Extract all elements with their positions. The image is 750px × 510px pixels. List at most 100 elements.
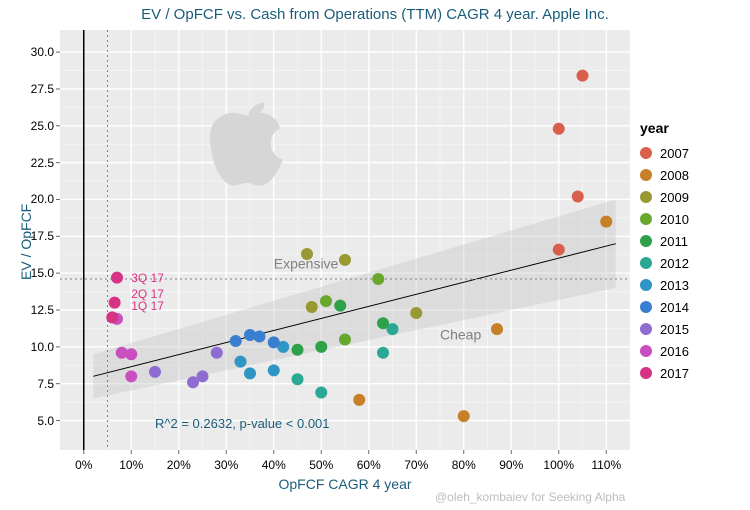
data-point <box>600 216 612 228</box>
data-point <box>553 244 565 256</box>
legend-dot <box>640 213 652 225</box>
data-point <box>106 311 118 323</box>
legend-dot <box>640 301 652 313</box>
data-point <box>491 323 503 335</box>
legend-item: 2015 <box>640 318 689 340</box>
legend-dot <box>640 257 652 269</box>
legend-label: 2013 <box>660 278 689 293</box>
point-label: 3Q 17 <box>131 271 164 285</box>
legend-item: 2014 <box>640 296 689 318</box>
data-point <box>339 333 351 345</box>
legend-dot <box>640 235 652 247</box>
data-point <box>572 191 584 203</box>
legend-dot <box>640 147 652 159</box>
x-tick-label: 60% <box>357 458 381 472</box>
y-tick-label: 17.5 <box>20 229 54 243</box>
legend-label: 2017 <box>660 366 689 381</box>
legend-title: year <box>640 120 689 136</box>
legend-label: 2012 <box>660 256 689 271</box>
annotation: R^2 = 0.2632, p-value < 0.001 <box>155 416 330 431</box>
x-tick-label: 80% <box>452 458 476 472</box>
y-tick-label: 20.0 <box>20 192 54 206</box>
data-point <box>235 356 247 368</box>
legend-dot <box>640 367 652 379</box>
y-tick-label: 5.0 <box>20 414 54 428</box>
data-point <box>315 387 327 399</box>
y-tick-label: 25.0 <box>20 119 54 133</box>
chart-svg: 1Q 172Q 173Q 17ExpensiveCheapR^2 = 0.263… <box>0 0 750 510</box>
legend-item: 2011 <box>640 230 689 252</box>
legend-label: 2011 <box>660 234 688 249</box>
x-tick-label: 30% <box>214 458 238 472</box>
legend-dot <box>640 345 652 357</box>
legend: year 2007 2008 2009 2010 2011 2012 2013 2014 201… <box>640 120 689 384</box>
figure: EV / OpFCF vs. Cash from Operations (TTM… <box>0 0 750 510</box>
legend-dot <box>640 169 652 181</box>
annotation: Expensive <box>274 256 339 272</box>
legend-item: 2017 <box>640 362 689 384</box>
y-tick-label: 30.0 <box>20 45 54 59</box>
legend-label: 2010 <box>660 212 689 227</box>
legend-dot <box>640 279 652 291</box>
y-tick-label: 10.0 <box>20 340 54 354</box>
x-tick-label: 40% <box>262 458 286 472</box>
x-tick-label: 90% <box>499 458 523 472</box>
legend-item: 2012 <box>640 252 689 274</box>
data-point <box>125 370 137 382</box>
x-tick-label: 0% <box>75 458 92 472</box>
data-point <box>553 123 565 135</box>
data-point <box>387 323 399 335</box>
data-point <box>268 364 280 376</box>
watermark: @oleh_kombaiev for Seeking Alpha <box>435 490 625 504</box>
legend-item: 2007 <box>640 142 689 164</box>
legend-item: 2013 <box>640 274 689 296</box>
legend-label: 2016 <box>660 344 689 359</box>
point-label: 2Q 17 <box>131 287 164 301</box>
legend-label: 2009 <box>660 190 689 205</box>
y-tick-label: 15.0 <box>20 266 54 280</box>
legend-label: 2015 <box>660 322 689 337</box>
data-point <box>306 301 318 313</box>
y-tick-label: 22.5 <box>20 156 54 170</box>
data-point <box>292 344 304 356</box>
data-point <box>111 272 123 284</box>
x-tick-label: 20% <box>167 458 191 472</box>
data-point <box>149 366 161 378</box>
x-tick-label: 10% <box>119 458 143 472</box>
data-point <box>339 254 351 266</box>
data-point <box>268 336 280 348</box>
legend-item: 2009 <box>640 186 689 208</box>
legend-label: 2014 <box>660 300 689 315</box>
data-point <box>197 370 209 382</box>
y-tick-label: 7.5 <box>20 377 54 391</box>
data-point <box>410 307 422 319</box>
x-tick-label: 50% <box>309 458 333 472</box>
legend-item: 2010 <box>640 208 689 230</box>
data-point <box>292 373 304 385</box>
legend-item: 2008 <box>640 164 689 186</box>
x-tick-label: 70% <box>404 458 428 472</box>
legend-dot <box>640 323 652 335</box>
legend-dot <box>640 191 652 203</box>
y-tick-label: 12.5 <box>20 303 54 317</box>
data-point <box>125 348 137 360</box>
data-point <box>109 297 121 309</box>
legend-label: 2008 <box>660 168 689 183</box>
data-point <box>244 367 256 379</box>
data-point <box>230 335 242 347</box>
data-point <box>372 273 384 285</box>
annotation: Cheap <box>440 326 481 342</box>
data-point <box>211 347 223 359</box>
x-tick-label: 100% <box>543 458 574 472</box>
data-point <box>577 70 589 82</box>
data-point <box>353 394 365 406</box>
y-tick-label: 27.5 <box>20 82 54 96</box>
data-point <box>458 410 470 422</box>
legend-label: 2007 <box>660 146 689 161</box>
data-point <box>320 295 332 307</box>
data-point <box>334 300 346 312</box>
data-point <box>254 331 266 343</box>
data-point <box>315 341 327 353</box>
data-point <box>377 347 389 359</box>
legend-item: 2016 <box>640 340 689 362</box>
